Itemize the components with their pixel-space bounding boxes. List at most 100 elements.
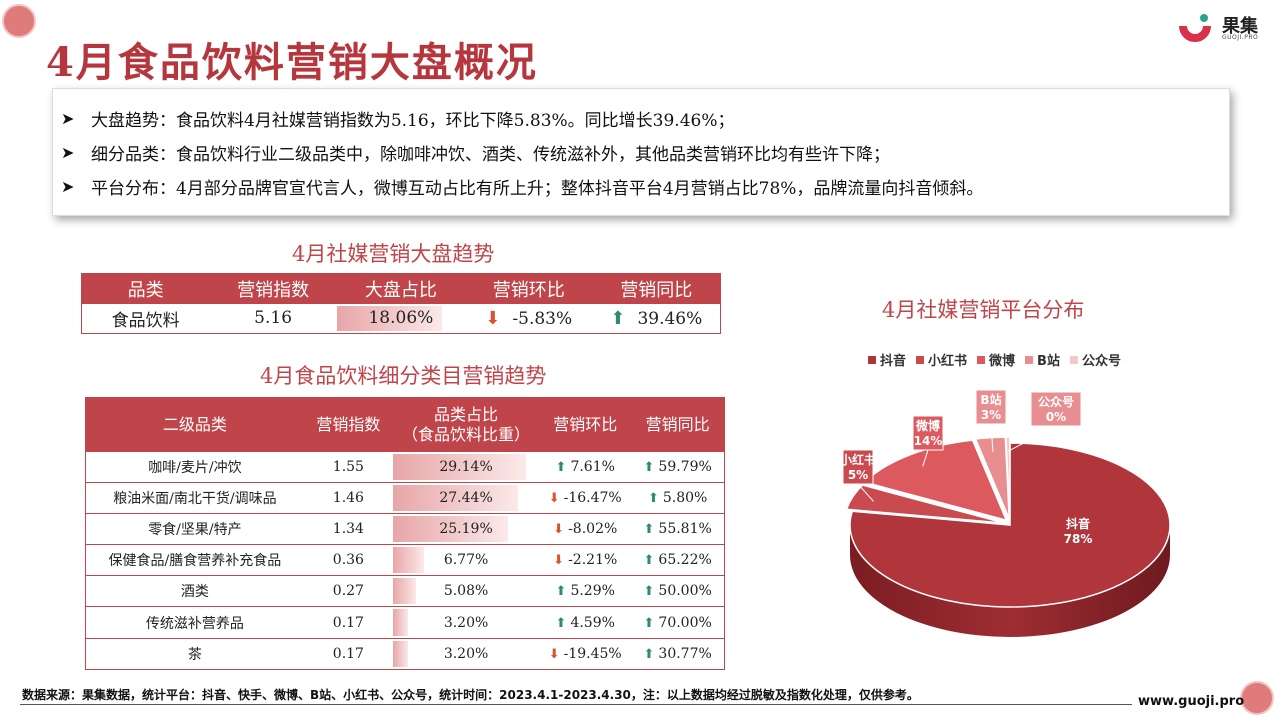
mom-cell: ⬇ -16.47% <box>539 482 632 515</box>
category-cell: 食品饮料 <box>81 303 210 334</box>
mom-value: -19.45% <box>563 645 622 662</box>
table-row: 保健食品/膳食营养补充食品 0.36 6.77% ⬇ -2.21% ⬆ 65.22% <box>85 544 725 577</box>
yoy-cell: ⬆ 5.80% <box>631 482 725 515</box>
pie-label-category: 公众号 <box>1038 394 1074 409</box>
pie-leader-line <box>1007 425 1057 452</box>
yoy-value: 59.79% <box>658 458 712 475</box>
pie-label-value: 5% <box>848 468 868 482</box>
down-arrow-icon: ⬇ <box>548 646 560 662</box>
share-bar <box>392 640 408 667</box>
index-cell: 0.27 <box>303 575 393 608</box>
mom-cell: ⬆ 4.59% <box>539 606 632 639</box>
yoy-value: 30.77% <box>658 645 712 662</box>
table-row: 酒类 0.27 5.08% ⬆ 5.29% ⬆ 50.00% <box>85 575 725 608</box>
yoy-cell: ⬆ 59.79% <box>631 451 725 484</box>
category-cell: 保健食品/膳食营养补充食品 <box>85 544 304 577</box>
pie-chart-title: 4月社媒营销平台分布 <box>882 298 1085 322</box>
pie-label-box <box>912 415 944 451</box>
mom-cell: ⬇ -5.83% <box>464 303 593 334</box>
up-arrow-icon: ⬆ <box>643 459 655 475</box>
table-row: 零食/坚果/特产 1.34 25.19% ⬇ -8.02% ⬆ 55.81% <box>85 513 725 546</box>
pie-label-category: 微博 <box>915 418 940 433</box>
summary-item: ➤ 大盘趋势：食品饮料4月社媒营销指数为5.16，环比下降5.83%。同比增长39… <box>61 101 1229 135</box>
up-arrow-icon: ⬆ <box>555 459 567 475</box>
up-arrow-icon: ⬆ <box>643 646 655 662</box>
category-cell: 传统滋补营养品 <box>85 606 304 639</box>
yoy-cell: ⬆ 55.81% <box>631 513 725 546</box>
pie-label-value: 14% <box>914 434 943 448</box>
yoy-value: 5.80% <box>662 490 708 507</box>
pie-label-value: 3% <box>981 408 1001 422</box>
table-row: 传统滋补营养品 0.17 3.20% ⬆ 4.59% ⬆ 70.00% <box>85 606 725 639</box>
table2-title: 4月食品饮料细分类目营销趋势 <box>260 364 547 388</box>
share-cell: 18.06% <box>336 303 465 334</box>
legend-swatch <box>1025 355 1034 364</box>
category-cell: 粮油米面/南北干货/调味品 <box>85 482 304 515</box>
column-header: 营销环比 <box>464 273 593 304</box>
subcategory-trend-table: 二级品类 营销指数 品类占比 （食品饮料比重） 营销环比 营销同比 咖啡/麦片/… <box>85 397 725 670</box>
legend-item: 小红书 <box>916 350 967 369</box>
legend-swatch <box>1069 355 1078 364</box>
summary-text: 平台分布：4月部分品牌官宣代言人，微博互动占比有所上升；整体抖音平台4月营销占比… <box>91 178 984 199</box>
column-header: 营销指数 <box>209 273 337 304</box>
mom-value: -2.21% <box>568 552 618 569</box>
legend-item: 抖音 <box>868 350 906 369</box>
pie-label-value: 78% <box>1064 532 1093 546</box>
share-value: 3.20% <box>443 645 489 662</box>
yoy-value: 70.00% <box>658 614 712 631</box>
up-arrow-icon: ⬆ <box>610 307 626 329</box>
column-header: 营销同比 <box>592 273 721 304</box>
mom-value: 4.59% <box>570 614 615 631</box>
pie-slice <box>849 442 1171 608</box>
pie-label-category: 小红书 <box>840 452 876 467</box>
category-cell: 零食/坚果/特产 <box>85 513 304 546</box>
up-arrow-icon: ⬆ <box>643 553 655 569</box>
legend-swatch <box>916 355 925 364</box>
summary-text: 大盘趋势：食品饮料4月社媒营销指数为5.16，环比下降5.83%。同比增长39.… <box>91 110 735 131</box>
mom-cell: ⬇ -2.21% <box>539 544 632 577</box>
logo-mark-icon <box>1179 14 1211 42</box>
column-header: 营销环比 <box>539 397 632 452</box>
logo-url: GUOJI.PRO <box>1222 34 1259 41</box>
yoy-cell: ⬆ 50.00% <box>631 575 725 608</box>
share-cell: 27.44% <box>392 482 540 515</box>
category-cell: 咖啡/麦片/冲饮 <box>85 451 304 484</box>
pie-legend: 抖音 小红书 微博 B站 公众号 <box>868 350 1121 369</box>
decorative-dot <box>1240 681 1274 715</box>
share-cell: 25.19% <box>392 513 540 546</box>
up-arrow-icon: ⬆ <box>555 615 567 631</box>
logo-name: 果集 <box>1222 16 1258 37</box>
category-cell: 酒类 <box>85 575 304 608</box>
mom-cell: ⬆ 7.61% <box>539 451 632 484</box>
yoy-cell: ⬆ 65.22% <box>631 544 725 577</box>
legend-label: 抖音 <box>880 354 907 369</box>
share-bar <box>392 516 509 543</box>
up-arrow-icon: ⬆ <box>647 491 659 507</box>
table-header-row: 品类 营销指数 大盘占比 营销环比 营销同比 <box>81 273 721 304</box>
legend-swatch <box>868 355 876 364</box>
yoy-value: 55.81% <box>658 521 712 538</box>
share-cell: 6.77% <box>392 544 540 577</box>
index-cell: 1.46 <box>303 482 393 515</box>
pie-leader-line <box>922 449 929 467</box>
share-value: 25.19% <box>439 521 493 538</box>
table-row: 茶 0.17 3.20% ⬇ -19.45% ⬆ 30.77% <box>85 638 725 670</box>
up-arrow-icon: ⬆ <box>643 522 655 538</box>
pie-label-value: 0% <box>1046 410 1066 424</box>
up-arrow-icon: ⬆ <box>555 584 567 600</box>
mom-cell: ⬇ -8.02% <box>539 513 632 546</box>
mom-value: 5.29% <box>570 583 615 600</box>
legend-label: 小红书 <box>928 354 968 369</box>
column-header-line: （食品饮料比重） <box>402 424 531 444</box>
down-arrow-icon: ⬇ <box>553 522 565 538</box>
column-header: 营销同比 <box>631 397 725 452</box>
decorative-dot <box>2 4 36 38</box>
yoy-value: 39.46% <box>637 308 703 329</box>
up-arrow-icon: ⬆ <box>643 615 655 631</box>
footer-divider <box>20 704 1132 705</box>
share-value: 5.08% <box>443 583 489 600</box>
summary-text: 细分品类：食品饮料行业二级品类中，除咖啡冲饮、酒类、传统滋补外，其他品类营销环比… <box>91 144 890 165</box>
